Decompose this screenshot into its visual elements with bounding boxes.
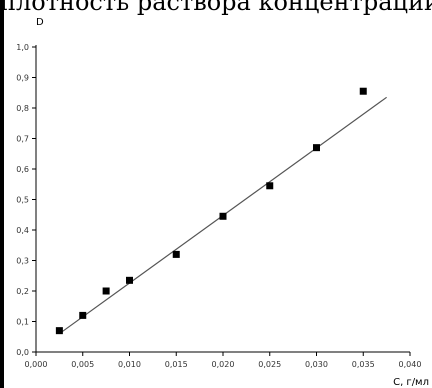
x-tick-label: 0,025 xyxy=(258,360,281,369)
axes xyxy=(35,45,410,353)
y-tick-label: 0,1 xyxy=(16,318,29,327)
data-point xyxy=(172,250,180,258)
y-tick-label: 0,3 xyxy=(16,257,29,266)
header-text-fragment: плотность раствора концентрации xyxy=(0,0,432,16)
y-tick-label: 0,4 xyxy=(16,226,29,235)
data-point xyxy=(219,212,227,220)
x-tick-label: 0,020 xyxy=(212,360,235,369)
y-tick-label: 0,5 xyxy=(16,196,29,205)
y-tick-label: 0,2 xyxy=(16,287,29,296)
y-axis-title: D xyxy=(36,17,44,28)
x-tick-label: 0,010 xyxy=(118,360,141,369)
x-tick-label: 0,035 xyxy=(352,360,375,369)
x-tick-label: 0,000 xyxy=(25,360,48,369)
y-tick-label: 0,7 xyxy=(16,135,29,144)
data-point xyxy=(359,87,367,95)
data-point xyxy=(55,327,63,335)
x-axis-title: C, г/мл xyxy=(393,377,429,388)
left-border-bar xyxy=(0,0,4,388)
y-tick-label: 1,0 xyxy=(16,43,29,52)
y-tick-label: 0,9 xyxy=(16,74,29,83)
data-point xyxy=(313,144,320,152)
y-tick-label: 0,0 xyxy=(16,348,29,357)
y-tick-label: 0,6 xyxy=(16,165,29,174)
x-tick-label: 0,040 xyxy=(399,360,422,369)
points-group xyxy=(55,87,367,335)
x-tick-label: 0,015 xyxy=(165,360,188,369)
data-point xyxy=(79,311,87,319)
ticks: 0,000 0,005 0,010 0,015 0,020 0,025 0,030 0,035… xyxy=(16,43,421,369)
x-tick-label: 0,005 xyxy=(71,360,94,369)
data-point xyxy=(266,182,274,190)
x-tick-label: 0,030 xyxy=(305,360,328,369)
y-tick-label: 0,8 xyxy=(16,104,29,113)
data-point xyxy=(102,287,110,295)
data-point xyxy=(126,276,133,284)
